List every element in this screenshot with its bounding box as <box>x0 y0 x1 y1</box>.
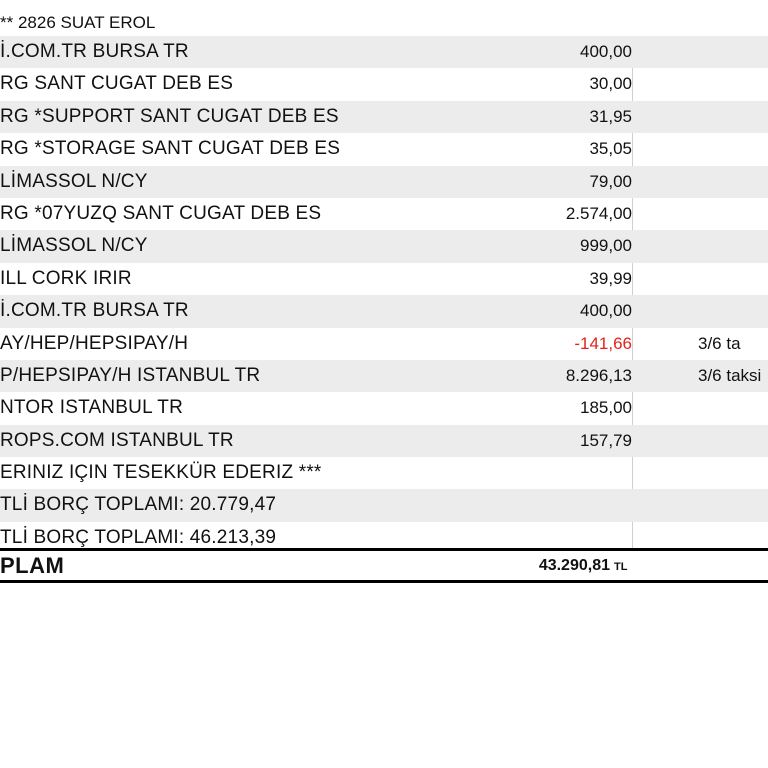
transaction-amount: 400,00 <box>580 301 632 321</box>
transaction-row: LİMASSOL N/CY 999,00 <box>0 230 768 263</box>
transaction-row: RG *SUPPORT SANT CUGAT DEB ES 31,95 <box>0 100 768 134</box>
transaction-row: P/HEPSIPAY/H ISTANBUL TR 8.296,13 3/6 taks… <box>0 359 768 393</box>
transaction-row: LİMASSOL N/CY 79,00 <box>0 165 768 198</box>
transaction-description: ROPS.COM ISTANBUL TR <box>0 429 234 451</box>
transaction-description: TLİ BORÇ TOPLAMI: 20.779,47 <box>0 494 277 516</box>
total-currency: TL <box>614 561 628 573</box>
transaction-description: RG *STORAGE SANT CUGAT DEB ES <box>0 138 341 160</box>
column-divider <box>632 36 633 548</box>
installment-note: 3/6 taksi <box>698 365 762 385</box>
transaction-row: RG *STORAGE SANT CUGAT DEB ES 35,05 <box>0 133 768 165</box>
transaction-amount: 30,00 <box>589 74 632 94</box>
transaction-description: RG *07YUZQ SANT CUGAT DEB ES <box>0 202 322 224</box>
transaction-description: ILL CORK IRIR <box>0 267 132 289</box>
statement-header: ** 2826 SUAT EROL <box>0 10 768 37</box>
transaction-description: RG SANT CUGAT DEB ES <box>0 73 234 95</box>
transaction-amount: 400,00 <box>580 42 632 61</box>
transaction-amount: 35,05 <box>589 139 632 159</box>
transaction-amount: 2.574,00 <box>565 203 632 223</box>
transaction-row: İ.COM.TR BURSA TR 400,00 <box>0 295 768 328</box>
transaction-amount: 999,00 <box>580 236 632 256</box>
transaction-row: ILL CORK IRIR 39,99 <box>0 263 768 295</box>
transaction-row: İ.COM.TR BURSA TR 400,00 <box>0 36 768 69</box>
transaction-row: TLİ BORÇ TOPLAMI: 20.779,47 <box>0 489 768 522</box>
total-label: PLAM <box>0 553 65 578</box>
transaction-list: İ.COM.TR BURSA TR 400,00 RG SANT CUGAT DEB… <box>0 36 768 554</box>
transaction-row: TLİ BORÇ TOPLAMI: 46.213,39 <box>0 522 768 554</box>
transaction-amount: 8.296,13 <box>565 365 632 385</box>
total-row: PLAM 43.290,81 TL <box>0 548 768 583</box>
transaction-description: LİMASSOL N/CY <box>0 235 148 257</box>
transaction-description: NTOR ISTANBUL TR <box>0 397 184 419</box>
transaction-amount: 31,95 <box>589 106 632 126</box>
transaction-row: NTOR ISTANBUL TR 185,00 <box>0 392 768 424</box>
transaction-amount: 157,79 <box>580 430 632 450</box>
transaction-row: AY/HEP/HEPSIPAY/H -141,66 3/6 ta <box>0 328 768 360</box>
transaction-description: RG *SUPPORT SANT CUGAT DEB ES <box>0 105 339 127</box>
transaction-description: LİMASSOL N/CY <box>0 170 148 192</box>
transaction-description: P/HEPSIPAY/H ISTANBUL TR <box>0 364 261 386</box>
transaction-amount: 39,99 <box>589 268 632 288</box>
transaction-description: ERINIZ IÇIN TESEKKÜR EDERIZ *** <box>0 462 322 484</box>
transaction-row: ROPS.COM ISTANBUL TR 157,79 <box>0 424 768 458</box>
transaction-amount: 185,00 <box>580 398 632 418</box>
transaction-amount: 79,00 <box>589 171 632 191</box>
transaction-description: TLİ BORÇ TOPLAMI: 46.213,39 <box>0 526 277 548</box>
transaction-description: AY/HEP/HEPSIPAY/H <box>0 332 189 354</box>
installment-note: 3/6 ta <box>698 333 741 353</box>
transaction-row: ERINIZ IÇIN TESEKKÜR EDERIZ *** <box>0 457 768 489</box>
transaction-description: İ.COM.TR BURSA TR <box>0 300 189 322</box>
transaction-amount: -141,66 <box>574 333 632 353</box>
total-value: 43.290,81 <box>538 557 610 574</box>
transaction-description: İ.COM.TR BURSA TR <box>0 41 189 62</box>
transaction-row: RG *07YUZQ SANT CUGAT DEB ES 2.574,00 <box>0 198 768 230</box>
cardholder-title: ** 2826 SUAT EROL <box>0 13 156 32</box>
transaction-row: RG SANT CUGAT DEB ES 30,00 <box>0 68 768 100</box>
